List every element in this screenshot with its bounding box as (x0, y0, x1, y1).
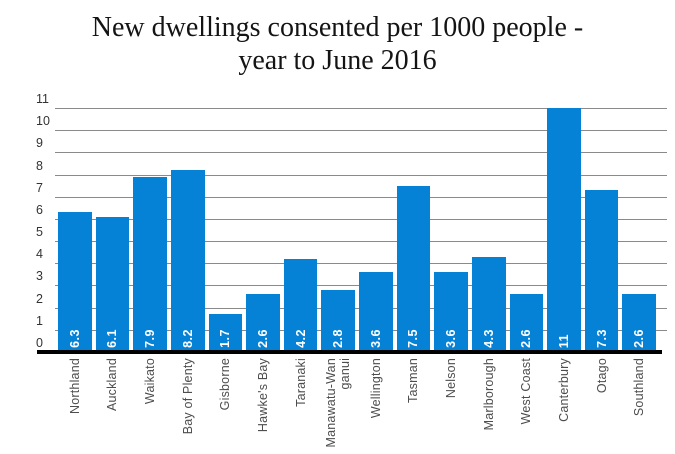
x-axis-label-cell: Auckland (96, 358, 130, 450)
gridline (55, 241, 667, 243)
y-axis-tick-label: 3 (36, 269, 43, 284)
bar-value-label: 1.7 (218, 329, 233, 348)
bar: 3.6 (434, 272, 468, 352)
x-axis-label-cell: Bay of Plenty (171, 358, 205, 450)
bar-value-label: 4.3 (481, 329, 496, 348)
x-axis-label-cell: West Coast (510, 358, 544, 450)
x-axis-label-cell: Canterbury (547, 358, 581, 450)
x-axis-label-cell: Taranaki (284, 358, 318, 450)
x-axis-baseline (37, 350, 662, 354)
y-axis-tick-label: 10 (36, 114, 50, 129)
bar-value-label: 11 (556, 333, 571, 348)
bar: 7.5 (396, 185, 431, 352)
x-axis-tick-label: Manawatu-Wan ganui (324, 358, 353, 448)
x-axis-tick-label: Canterbury (556, 358, 571, 422)
y-axis-tick-label: 2 (36, 291, 43, 306)
x-axis-labels: Northland Auckland Waikato Bay of Plenty Gis… (58, 358, 656, 450)
bar: 11 (547, 108, 581, 352)
y-axis-tick-label: 0 (36, 336, 43, 350)
x-axis-label-cell: Tasman (397, 358, 431, 450)
x-axis-label-cell: Waikato (133, 358, 167, 450)
x-axis-tick-label: Tasman (406, 358, 421, 403)
bar: 2.8 (321, 289, 355, 352)
bar-value-label: 2.6 (519, 329, 534, 348)
x-axis-tick-label: West Coast (519, 358, 534, 425)
y-axis: 0 1 2 3 4 5 6 7 8 9 10 11 (0, 0, 55, 454)
bar-value-label: 7.5 (406, 329, 421, 348)
bar-value-label: 7.9 (143, 329, 158, 348)
y-axis-tick-label: 5 (36, 225, 43, 240)
bar-value-label: 6.3 (67, 329, 82, 348)
bar: 6.1 (95, 216, 130, 352)
x-axis-label-cell: Marlborough (472, 358, 506, 450)
bar: 6.3 (58, 212, 92, 352)
gridline (55, 152, 667, 154)
bar: 1.7 (208, 314, 243, 352)
y-axis-tick-label: 8 (36, 158, 43, 173)
x-axis-tick-label: Taranaki (293, 358, 308, 407)
x-axis-label-cell: Southland (622, 358, 656, 450)
x-axis-label-cell: Wellington (359, 358, 393, 450)
bar: 7.3 (584, 190, 619, 352)
y-axis-tick-label: 1 (36, 313, 43, 328)
chart-title-line1: New dwellings consented per 1000 people … (91, 12, 584, 43)
x-axis-label-cell: Otago (585, 358, 619, 450)
bar-value-label: 6.1 (105, 329, 120, 348)
gridline (55, 218, 667, 220)
x-axis-tick-label: Otago (594, 358, 609, 394)
y-axis-tick-label: 7 (36, 180, 43, 195)
y-axis-tick-label: 4 (36, 247, 43, 262)
bar: 2.6 (622, 294, 656, 352)
x-axis-tick-label: Auckland (105, 358, 120, 412)
x-axis-tick-label: Hawke's Bay (255, 358, 270, 433)
x-axis-tick-label: Bay of Plenty (180, 358, 195, 435)
x-axis-tick-label: Gisborne (218, 358, 233, 411)
bar: 2.6 (509, 294, 544, 352)
x-axis-tick-label: Southland (632, 358, 647, 417)
bar-value-label: 4.2 (293, 329, 308, 348)
chart-title-line2: year to June 2016 (238, 45, 437, 76)
bar-value-label: 2.8 (331, 329, 346, 348)
y-axis-tick-label: 9 (36, 136, 43, 151)
x-axis-label-cell: Gisborne (209, 358, 243, 450)
y-axis-tick-label: 6 (36, 202, 43, 217)
bar-value-label: 3.6 (368, 329, 383, 348)
gridline (55, 196, 667, 198)
chart-title: New dwellings consented per 1000 people … (0, 11, 675, 77)
bar-series: 6.3 6.1 7.9 8.2 1.7 2.6 4.2 2.8 3.6 7.5 3.6 4.3 2.6 1… (58, 108, 656, 352)
bar: 2.6 (246, 294, 280, 352)
bar-value-label: 2.6 (632, 329, 647, 348)
x-axis-tick-label: Northland (67, 358, 82, 414)
x-axis-tick-label: Marlborough (481, 358, 496, 431)
bar: 8.2 (170, 170, 205, 352)
gridline (55, 174, 667, 176)
bar: 7.9 (133, 176, 167, 352)
x-axis-label-cell: Hawke's Bay (246, 358, 280, 450)
y-axis-tick-label: 11 (36, 92, 49, 106)
bar-value-label: 8.2 (180, 329, 195, 348)
bar: 4.2 (283, 258, 318, 352)
bar: 4.3 (471, 256, 506, 352)
x-axis-label-cell: Nelson (434, 358, 468, 450)
x-axis-tick-label: Waikato (143, 358, 158, 405)
bar-value-label: 7.3 (594, 329, 609, 348)
bar: 3.6 (359, 272, 393, 352)
x-axis-tick-label: Nelson (444, 358, 459, 399)
x-axis-tick-label: Wellington (368, 358, 383, 419)
gridline (55, 108, 667, 109)
gridline (55, 263, 667, 265)
gridline (55, 130, 667, 132)
bar-value-label: 3.6 (444, 329, 459, 348)
bar-value-label: 2.6 (255, 329, 270, 348)
x-axis-label-cell: Northland (58, 358, 92, 450)
x-axis-label-cell: Manawatu-Wan ganui (321, 358, 355, 450)
